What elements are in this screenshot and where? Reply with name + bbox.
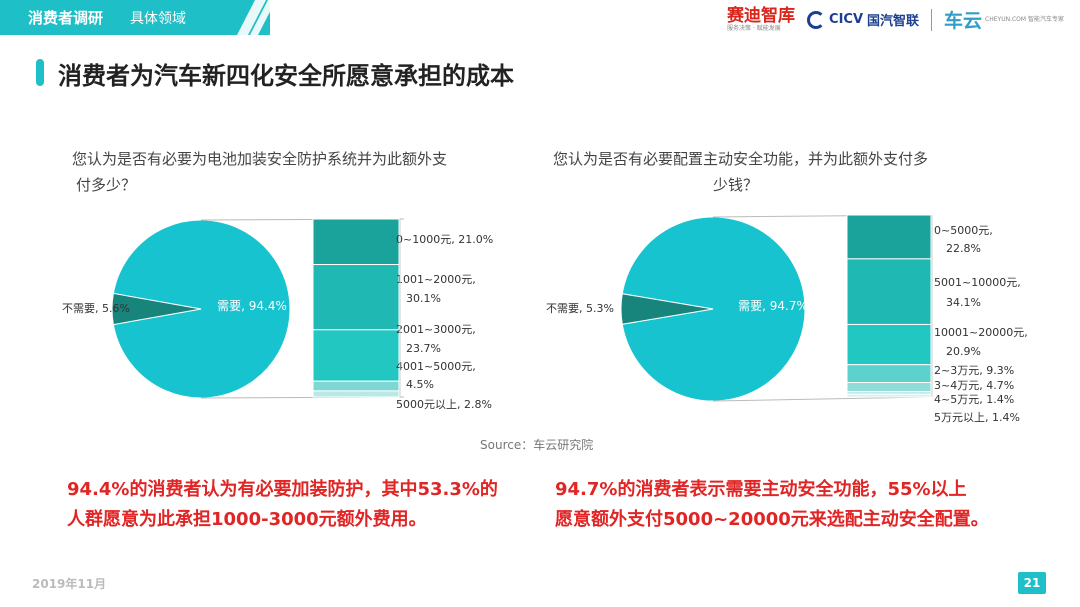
stack-label-value: 20.9% — [946, 345, 981, 358]
stack-segment — [846, 382, 932, 393]
pie-label-no: 不需要, 5.3% — [546, 302, 614, 315]
stack-label-value: 34.1% — [946, 296, 981, 309]
title-marker — [36, 59, 44, 86]
pie-label-need: 需要, 94.4% — [217, 299, 287, 313]
stack-label: 5000元以上, 2.8% — [396, 398, 492, 411]
stack-label: 1001~2000元, — [396, 273, 476, 286]
pie-label-need: 需要, 94.7% — [738, 299, 808, 313]
stack-segment — [846, 258, 932, 325]
pie-slice-no — [620, 293, 714, 325]
pie-label-no: 不需要, 5.6% — [62, 302, 130, 315]
stack-segment — [312, 218, 400, 266]
stack-label-value: 22.8% — [946, 242, 981, 255]
stack-segment — [846, 323, 932, 366]
stack-label: 2001~3000元, — [396, 323, 476, 336]
stack-segment — [846, 214, 932, 260]
conclusion-right: 94.7%的消费者表示需要主动安全功能，55%以上 愿意额外支付5000~200… — [555, 479, 989, 530]
left-question: 您认为是否有必要为电池加装安全防护系统并为此额外支 付多少？ — [72, 150, 448, 194]
stack-label: 4001~5000元, — [396, 360, 476, 373]
stack-segment — [846, 393, 932, 398]
stack-label-value: 4.5% — [406, 378, 434, 391]
header-bar: 消费者调研 具体领域 赛迪智库 服务决策 · 赋能发展 CICV 国汽智联 车云 CH… — [0, 0, 1080, 35]
pie-slice-need — [112, 219, 291, 399]
saidi-logo: 赛迪智库 服务决策 · 赋能发展 — [727, 6, 796, 32]
logo-divider — [931, 8, 933, 31]
stack-label: 2~3万元, 9.3% — [934, 364, 1014, 377]
page-title: 消费者为汽车新四化安全所愿意承担的成本 — [58, 62, 514, 90]
stack-label: 0~1000元, 21.0% — [396, 233, 493, 246]
section-tag: 消费者调研 — [28, 9, 104, 27]
stack-label: 0~5000元, — [934, 224, 993, 237]
right-question: 您认为是否有必要配置主动安全功能，并为此额外支付多 少钱？ — [553, 150, 929, 194]
pie-slice-need — [621, 216, 806, 402]
stack-label-value: 23.7% — [406, 342, 441, 355]
stack-label: 4~5万元, 1.4% — [934, 393, 1014, 406]
footer-date: 2019年11月 — [32, 577, 107, 591]
section-subtag: 具体领域 — [130, 11, 186, 27]
partner-logos: 赛迪智库 服务决策 · 赋能发展 CICV 国汽智联 车云 CHEYUN.COM 智能… — [727, 6, 1064, 33]
conclusion-left: 94.4%的消费者认为有必要加装防护，其中53.3%的 人群愿意为此承担1000… — [67, 479, 498, 530]
stack-label-value: 30.1% — [406, 292, 441, 305]
cicv-logo: CICV 国汽智联 — [807, 10, 919, 29]
stack-segment — [312, 329, 400, 382]
stack-label: 5001~10000元, — [934, 276, 1021, 289]
stack-segment — [846, 364, 932, 384]
header-stripes — [237, 0, 276, 35]
header-accent — [0, 0, 270, 35]
pie-slice-no — [111, 292, 202, 326]
stack-segment — [312, 380, 400, 392]
source-note: Source：车云研究院 — [480, 438, 594, 452]
stack-label: 5万元以上, 1.4% — [934, 411, 1020, 424]
stack-label: 10001~20000元, — [934, 326, 1028, 339]
stack-segment — [312, 264, 400, 331]
cheyun-logo: 车云 CHEYUN.COM 智能汽车专家 — [944, 10, 1064, 32]
stack-label: 3~4万元, 4.7% — [934, 379, 1014, 392]
page-number: 21 — [1018, 572, 1046, 594]
connector-bottom — [712, 396, 930, 402]
stack-segment — [312, 390, 400, 398]
